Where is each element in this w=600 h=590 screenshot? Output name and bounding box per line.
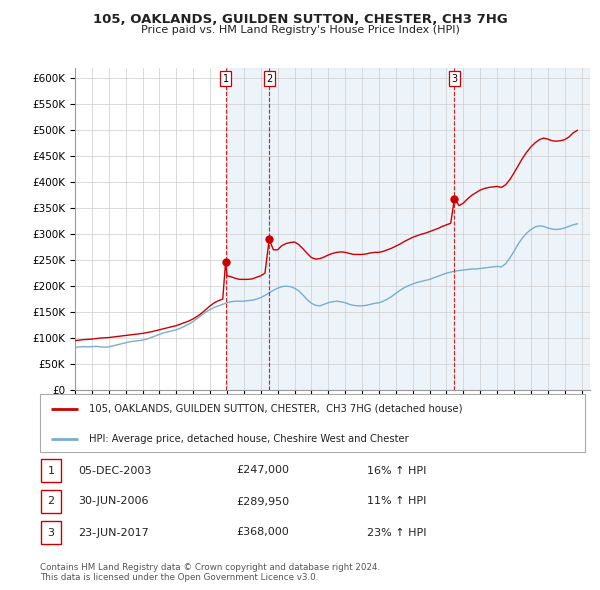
Text: £368,000: £368,000	[236, 527, 289, 537]
Text: Contains HM Land Registry data © Crown copyright and database right 2024.
This d: Contains HM Land Registry data © Crown c…	[40, 563, 380, 582]
Text: £289,950: £289,950	[236, 497, 289, 506]
Text: 105, OAKLANDS, GUILDEN SUTTON, CHESTER, CH3 7HG: 105, OAKLANDS, GUILDEN SUTTON, CHESTER, …	[92, 13, 508, 26]
Text: 23-JUN-2017: 23-JUN-2017	[78, 527, 149, 537]
Bar	[454, 68, 590, 390]
Text: 11% ↑ HPI: 11% ↑ HPI	[367, 497, 427, 506]
Text: 2: 2	[47, 497, 55, 506]
Bar	[226, 68, 269, 390]
Text: Price paid vs. HM Land Registry's House Price Index (HPI): Price paid vs. HM Land Registry's House …	[140, 25, 460, 35]
Text: 1: 1	[47, 466, 55, 476]
FancyBboxPatch shape	[40, 394, 585, 452]
Text: 05-DEC-2003: 05-DEC-2003	[78, 466, 152, 476]
Text: 3: 3	[47, 527, 55, 537]
Text: 3: 3	[451, 74, 457, 84]
FancyBboxPatch shape	[41, 460, 61, 481]
Bar	[269, 68, 454, 390]
FancyBboxPatch shape	[41, 490, 61, 513]
Text: 16% ↑ HPI: 16% ↑ HPI	[367, 466, 427, 476]
Text: 2: 2	[266, 74, 272, 84]
Text: £247,000: £247,000	[236, 466, 289, 476]
Text: 23% ↑ HPI: 23% ↑ HPI	[367, 527, 427, 537]
Text: 1: 1	[223, 74, 229, 84]
Text: 30-JUN-2006: 30-JUN-2006	[78, 497, 149, 506]
FancyBboxPatch shape	[41, 522, 61, 543]
Text: 105, OAKLANDS, GUILDEN SUTTON, CHESTER,  CH3 7HG (detached house): 105, OAKLANDS, GUILDEN SUTTON, CHESTER, …	[89, 404, 463, 414]
Text: HPI: Average price, detached house, Cheshire West and Chester: HPI: Average price, detached house, Ches…	[89, 434, 409, 444]
